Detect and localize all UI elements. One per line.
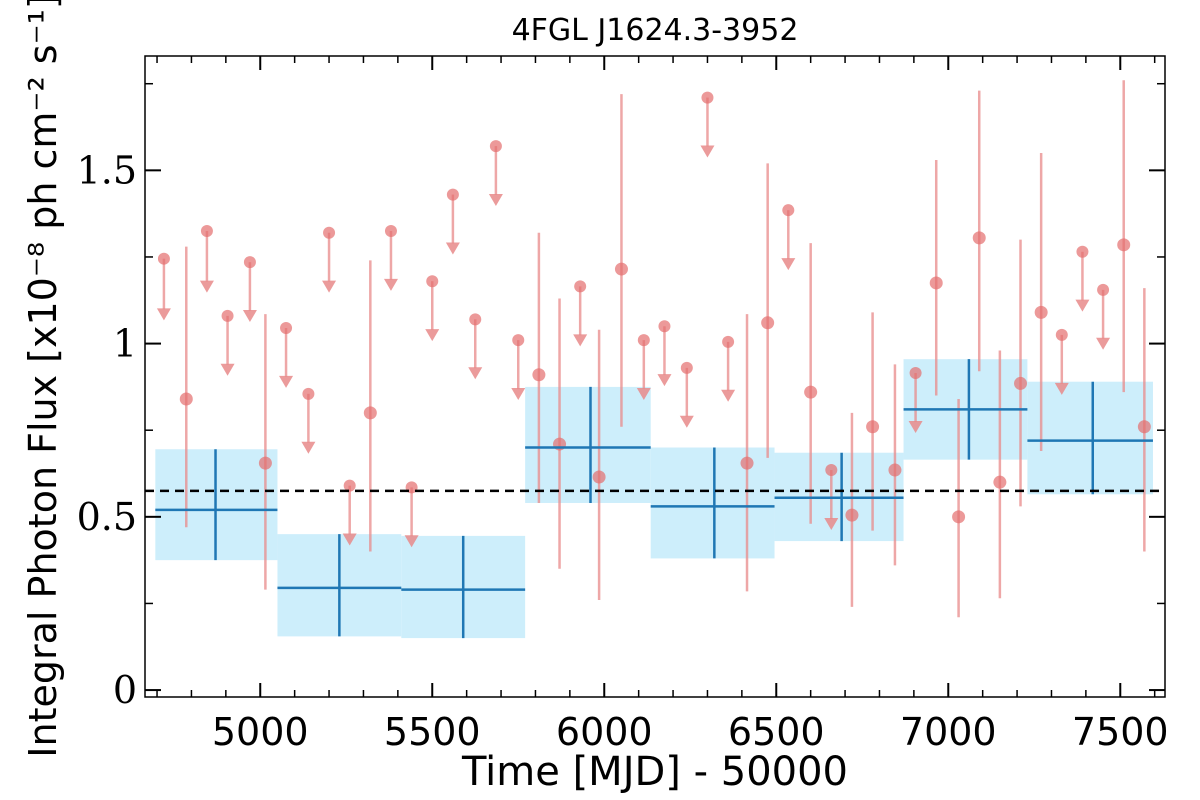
upper-limit-arrowhead <box>383 278 398 291</box>
x-axis-label: Time [MJD] - 50000 <box>461 749 848 795</box>
y-tick-label: 1.5 <box>77 148 137 192</box>
fine-data-point <box>363 406 377 420</box>
upper-limit-point <box>658 320 671 333</box>
fine-data-point <box>740 456 754 470</box>
upper-limit-point <box>243 256 256 269</box>
binned-flux-bands <box>155 359 1153 639</box>
upper-limit-point <box>680 361 693 374</box>
upper-limit-arrowhead <box>199 280 214 293</box>
upper-limit-arrowhead <box>1054 382 1069 395</box>
upper-limit-arrowhead <box>908 420 923 433</box>
upper-limit-arrowhead <box>342 533 357 546</box>
upper-limit-arrowhead <box>657 374 672 387</box>
fine-data-point <box>1137 420 1151 434</box>
x-tick-label: 7500 <box>1072 710 1169 754</box>
upper-limit-arrowhead <box>721 389 736 402</box>
fine-data-point <box>592 470 606 484</box>
chart-title: 4FGL J1624.3-3952 <box>512 13 799 48</box>
fine-data-point <box>614 262 628 276</box>
upper-limit-point <box>446 188 459 201</box>
upper-limit-point <box>469 313 482 326</box>
upper-limit-point <box>323 226 336 239</box>
upper-limit-arrowhead <box>636 388 651 401</box>
upper-limit-arrowhead <box>679 415 694 428</box>
plot-frame <box>144 55 1166 698</box>
fine-data-point <box>532 368 546 382</box>
binned-error-band <box>525 386 651 503</box>
upper-limit-arrowhead <box>242 310 257 323</box>
upper-limit-point <box>1076 245 1089 258</box>
upper-limit-point <box>426 275 439 288</box>
fine-data-point <box>888 463 902 477</box>
upper-limit-arrowhead <box>488 193 503 206</box>
upper-limit-arrowhead <box>279 375 294 388</box>
binned-error-band <box>650 447 775 559</box>
upper-limit-point <box>722 335 735 348</box>
upper-limit-arrowhead <box>468 367 483 380</box>
upper-limit-point <box>302 387 315 400</box>
fine-data-point <box>1117 238 1131 252</box>
upper-limit-point <box>384 224 397 237</box>
y-tick-label: 0 <box>113 668 137 712</box>
plot-axes: 5000 5500 6000 6500 7000 7500 0 0.5 1 1.5 <box>77 55 1169 754</box>
upper-limit-arrowhead <box>1075 299 1090 312</box>
y-tick-label: 1 <box>113 322 137 366</box>
upper-limit-point <box>280 321 293 334</box>
upper-limit-arrowhead <box>1096 337 1111 350</box>
upper-limit-point <box>200 224 213 237</box>
fine-data-point <box>804 385 818 399</box>
fine-flux-points <box>156 80 1151 618</box>
upper-limit-point <box>343 479 356 492</box>
upper-limit-arrowhead <box>156 308 171 321</box>
upper-limit-arrowhead <box>322 280 337 293</box>
upper-limit-arrowhead <box>781 258 796 271</box>
binned-flux-crosses <box>155 359 1153 639</box>
x-tick-label: 7000 <box>900 710 997 754</box>
upper-limit-point <box>637 334 650 347</box>
binned-error-band <box>1027 381 1153 495</box>
fine-data-point <box>866 420 880 434</box>
upper-limit-arrowhead <box>425 329 440 342</box>
fine-data-point <box>1014 376 1028 390</box>
upper-limit-point <box>157 252 170 265</box>
y-axis-label: Integral Photon Flux [x10⁻⁸ ph cm⁻² s⁻¹] <box>21 0 65 758</box>
x-tick-label: 6000 <box>556 710 653 754</box>
upper-limit-point <box>909 367 922 380</box>
upper-limit-arrowhead <box>511 388 526 401</box>
upper-limit-point <box>489 140 502 153</box>
upper-limit-point <box>1055 328 1068 341</box>
fine-data-point <box>993 475 1007 489</box>
fine-data-point <box>972 231 986 245</box>
fine-data-point <box>1034 305 1048 319</box>
upper-limit-arrowhead <box>404 535 419 548</box>
upper-limit-point <box>574 280 587 293</box>
x-tick-label: 5500 <box>384 710 481 754</box>
y-tick-label: 0.5 <box>77 495 137 539</box>
upper-limit-point <box>221 309 234 322</box>
fine-data-point <box>258 456 272 470</box>
upper-limit-point <box>825 464 838 477</box>
upper-limit-point <box>701 91 714 104</box>
upper-limit-point <box>512 334 525 347</box>
upper-limit-arrowhead <box>573 334 588 347</box>
fine-data-point <box>179 392 193 406</box>
fine-data-point <box>952 510 966 524</box>
upper-limit-arrowhead <box>700 145 715 158</box>
fine-data-point <box>845 508 859 522</box>
upper-limit-arrowhead <box>220 363 235 376</box>
upper-limit-point <box>1097 283 1110 296</box>
fine-data-point <box>929 276 943 290</box>
x-tick-label: 6500 <box>728 710 825 754</box>
upper-limit-arrowhead <box>445 242 460 255</box>
upper-limit-arrowhead <box>301 441 316 454</box>
x-tick-label: 5000 <box>212 710 309 754</box>
upper-limit-point <box>782 204 795 217</box>
fine-data-point <box>761 316 775 330</box>
upper-limit-arrowhead <box>824 517 839 530</box>
